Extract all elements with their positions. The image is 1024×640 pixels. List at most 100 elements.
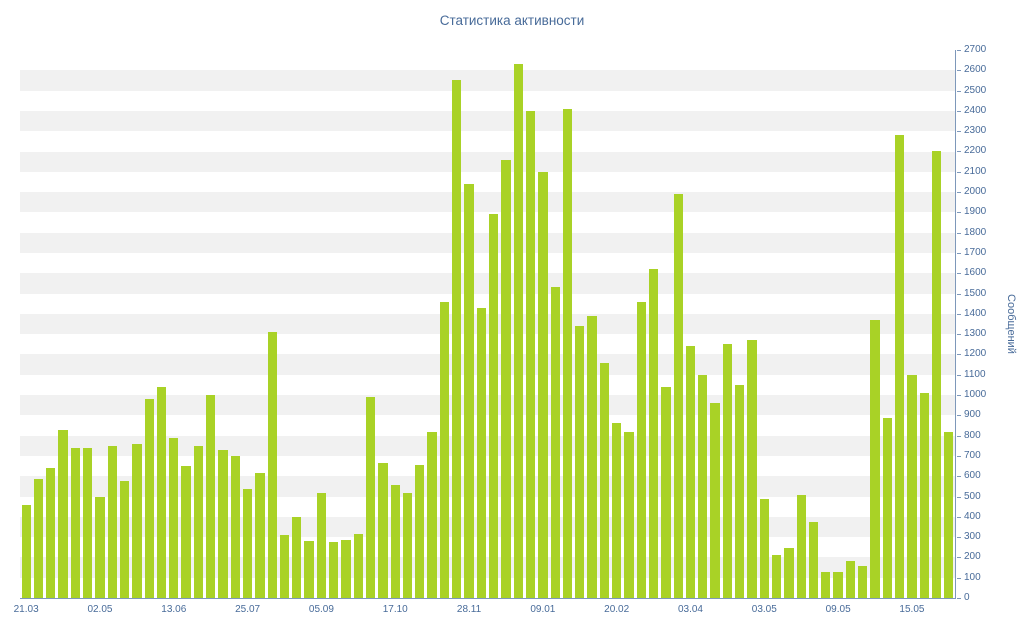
x-tick-label: 17.10 [382, 604, 408, 615]
background-stripe [20, 232, 955, 253]
y-tick-label: 900 [964, 409, 981, 421]
bar [661, 386, 671, 598]
background-stripe [20, 476, 955, 497]
x-tick-label: 09.01 [530, 604, 556, 615]
bar [698, 374, 708, 598]
bar [439, 301, 450, 598]
bar [771, 555, 782, 598]
bar [833, 571, 843, 598]
bar [33, 479, 44, 598]
bar [599, 362, 610, 598]
x-tick-label: 03.04 [677, 604, 703, 615]
bar [267, 332, 277, 598]
y-axis-tick [957, 151, 961, 153]
y-tick-label: 2600 [964, 64, 987, 76]
bar [107, 445, 117, 598]
bar [907, 374, 917, 598]
x-tick-label: 09.05 [825, 604, 851, 615]
bar [550, 287, 560, 598]
background-stripe [20, 435, 955, 456]
bar [759, 498, 769, 598]
bar [206, 395, 216, 598]
bar [673, 194, 683, 598]
x-tick-label: 13.06 [161, 604, 187, 615]
bar [747, 340, 757, 598]
bar [316, 493, 327, 598]
y-tick-label: 1700 [964, 246, 987, 258]
bar [193, 445, 204, 598]
bar [612, 423, 622, 598]
bar [808, 521, 819, 598]
x-axis-labels: 21.03 02.05 13.06 25.07 05.09 17.10 28.11 09.01… [14, 604, 956, 618]
bar [341, 540, 351, 598]
bar [735, 384, 745, 598]
chart-title: Статистика активности [439, 13, 585, 28]
y-axis-tick [957, 334, 961, 336]
bar [882, 418, 892, 598]
y-axis-tick [957, 131, 961, 133]
background-stripe [20, 192, 955, 213]
x-tick-label: 15.05 [899, 604, 925, 615]
bar [402, 493, 413, 598]
y-axis-tick [957, 516, 961, 518]
bar [218, 449, 228, 598]
y-axis-tick [957, 273, 961, 275]
y-axis-tick [957, 70, 961, 72]
bar [329, 542, 339, 598]
bar [119, 481, 130, 598]
y-tick-label: 1300 [964, 328, 987, 340]
y-tick-label: 1100 [964, 368, 986, 380]
bar [858, 565, 868, 598]
y-tick-label: 2100 [964, 165, 987, 177]
bar [464, 183, 474, 598]
background-stripe [20, 273, 955, 294]
x-tick-label: 03.05 [751, 604, 777, 615]
y-tick-label: 300 [964, 531, 981, 543]
y-axis-tick [957, 496, 961, 498]
bar [648, 269, 659, 598]
y-axis-tick [957, 252, 961, 254]
y-axis-tick [957, 577, 961, 579]
bar [525, 110, 536, 598]
y-axis-tick [957, 110, 961, 112]
bar [181, 466, 191, 598]
bar [365, 397, 376, 598]
y-tick-label: 2000 [964, 186, 987, 198]
bar [513, 64, 523, 598]
bar [427, 431, 437, 598]
y-tick-label: 500 [964, 490, 981, 502]
background-stripe [20, 395, 955, 416]
y-axis-tick [957, 374, 961, 376]
x-tick-label: 21.03 [13, 604, 39, 615]
y-tick-label: 700 [964, 449, 981, 461]
y-axis-tick [957, 50, 961, 51]
y-axis-tick [957, 435, 961, 437]
bar [870, 319, 880, 598]
bar [292, 516, 302, 598]
bar [931, 151, 942, 598]
y-tick-label: 2200 [964, 145, 987, 157]
bar [489, 214, 499, 598]
bar [390, 485, 400, 598]
background-stripe [20, 354, 955, 375]
y-axis-ticks [957, 50, 962, 599]
y-tick-label: 800 [964, 429, 981, 441]
bar [304, 541, 314, 598]
bar [796, 494, 806, 598]
background-stripe [20, 110, 955, 132]
y-axis-tick [957, 557, 961, 559]
y-axis-tick [957, 455, 961, 457]
bar [279, 535, 290, 598]
y-tick-label: 0 [964, 592, 970, 603]
bar [58, 429, 68, 598]
y-axis-tick [957, 90, 961, 92]
y-tick-label: 1200 [964, 348, 987, 360]
bar [501, 159, 511, 598]
y-axis-tick [957, 476, 961, 478]
bar [845, 561, 856, 598]
y-axis-tick [957, 232, 961, 234]
y-axis-tick [957, 415, 961, 417]
y-axis-tick [957, 212, 961, 214]
y-axis-tick [957, 598, 961, 599]
y-tick-label: 600 [964, 470, 981, 482]
